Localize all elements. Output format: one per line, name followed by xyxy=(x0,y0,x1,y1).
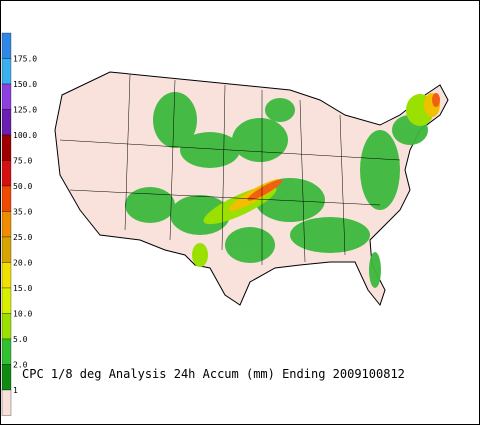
legend-label: 125.0 xyxy=(13,106,37,115)
legend-label: 25.0 xyxy=(13,233,32,242)
legend-label: 100.0 xyxy=(13,131,37,140)
legend-label: 35.0 xyxy=(13,208,32,217)
legend-label: 10.0 xyxy=(13,310,32,319)
legend-label: 75.0 xyxy=(13,157,32,166)
legend-label: 5.0 xyxy=(13,335,28,344)
legend-swatch xyxy=(1,364,12,391)
legend-label: 15.0 xyxy=(13,284,32,293)
legend-swatch xyxy=(1,211,12,238)
caption: CPC 1/8 deg Analysis 24h Accum (mm) Endi… xyxy=(22,367,405,381)
state-lines xyxy=(59,74,401,265)
legend-swatch xyxy=(1,109,12,136)
legend-label: 175.0 xyxy=(13,55,37,64)
legend-label: 150.0 xyxy=(13,80,37,89)
legend-swatch xyxy=(1,389,12,416)
legend-label: 2.0 xyxy=(13,361,28,370)
legend-swatch xyxy=(1,236,12,263)
map xyxy=(54,71,449,307)
legend-swatch xyxy=(1,313,12,340)
legend-swatch xyxy=(1,185,12,212)
legend-swatch xyxy=(1,58,12,85)
legend-swatch xyxy=(1,160,12,187)
legend-swatch xyxy=(1,83,12,110)
legend-swatch xyxy=(1,134,12,161)
rain-orange xyxy=(247,93,440,201)
legend-swatch xyxy=(1,338,12,365)
legend-label: 50.0 xyxy=(13,182,32,191)
legend-swatch xyxy=(1,32,12,59)
legend-label: 20.0 xyxy=(13,259,32,268)
legend-swatch xyxy=(1,287,12,314)
legend-label: 1 xyxy=(13,386,18,395)
legend-swatch xyxy=(1,262,12,289)
legend: 175.0 150.0 125.0 100.0 75.0 50.0 35.0 25.0 20.0… xyxy=(1,32,37,416)
